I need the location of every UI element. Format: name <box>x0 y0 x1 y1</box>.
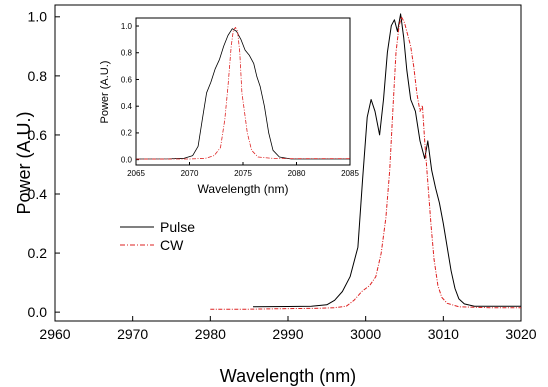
main-series-line-pulse <box>252 13 521 308</box>
main-x-tick-label: 2990 <box>272 326 303 342</box>
inset-y-tick-label: 0.0 <box>121 155 133 164</box>
inset-x-tick-label: 2065 <box>127 169 145 178</box>
inset-x-axis-title: Wavelength (nm) <box>198 182 289 196</box>
inset-x-tick-label: 2080 <box>288 169 306 178</box>
main-y-tick-label: 0.8 <box>28 68 48 84</box>
main-y-axis-title: Power (A.U.) <box>14 111 34 214</box>
inset-plot-frame <box>135 17 351 166</box>
legend-label-cw: CW <box>160 237 184 253</box>
main-y-tick-label: 0.4 <box>28 186 48 202</box>
inset-series-line-solid <box>135 28 350 160</box>
main-x-tick-label: 3010 <box>428 326 459 342</box>
inset-axis-ticks: 2065 2070 2075 2080 2085 0.0 0.2 0.4 0.6 0.8 1.0 <box>121 22 360 178</box>
main-x-tick-label: 2970 <box>117 326 148 342</box>
inset-y-tick-label: 1.0 <box>121 22 133 31</box>
inset-x-tick-label: 2075 <box>234 169 252 178</box>
main-y-tick-label: 0.2 <box>28 245 48 261</box>
main-x-tick-label: 3000 <box>350 326 381 342</box>
inset-y-tick-label: 0.6 <box>121 75 133 84</box>
inset-x-tick-label: 2085 <box>341 169 359 178</box>
main-axis-ticks: 2960 2970 2980 2990 3000 3010 3020 0.0 0.2 0.4 0.6… <box>28 9 537 342</box>
main-x-tick-label: 2960 <box>39 326 70 342</box>
legend-label-pulse: Pulse <box>160 219 195 235</box>
main-x-axis-title: Wavelength (nm) <box>220 366 356 386</box>
inset-series-group <box>135 27 350 160</box>
inset-y-tick-label: 0.8 <box>121 49 133 58</box>
inset-series-line-dashed <box>135 27 350 160</box>
inset-y-tick-label: 0.2 <box>121 129 133 138</box>
main-y-tick-label: 0.0 <box>28 304 48 320</box>
legend: Pulse CW <box>120 219 195 253</box>
inset-y-tick-label: 0.4 <box>121 102 133 111</box>
main-y-tick-label: 1.0 <box>28 9 48 25</box>
main-x-tick-label: 3020 <box>505 326 536 342</box>
inset-y-axis-title: Power (A.U.) <box>99 61 111 124</box>
main-y-tick-label: 0.6 <box>28 127 48 143</box>
main-series-line-cw <box>210 16 521 310</box>
main-x-tick-label: 2980 <box>195 326 226 342</box>
main-series-group <box>210 13 521 310</box>
inset-x-tick-label: 2070 <box>181 169 199 178</box>
